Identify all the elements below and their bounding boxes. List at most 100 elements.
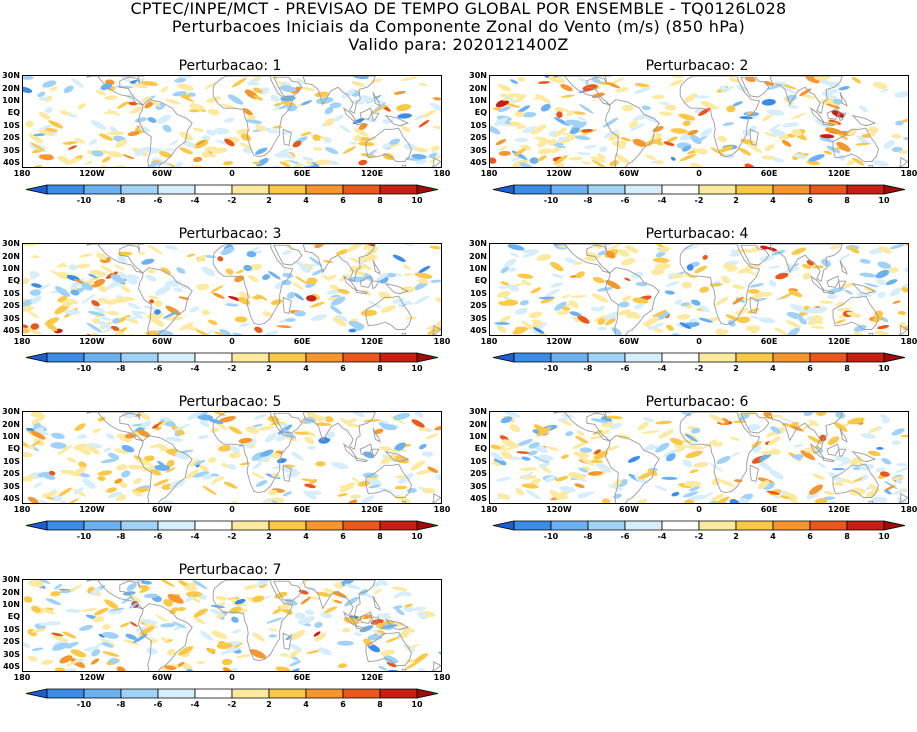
contour-blob [881, 457, 892, 465]
contour-blob [255, 124, 266, 132]
contour-blob [346, 418, 357, 424]
contour-blob [44, 621, 62, 626]
landmass-outline [431, 325, 441, 335]
contour-blob [127, 131, 140, 137]
contour-blob [141, 80, 159, 87]
contour-blob [204, 82, 217, 90]
contour-blob [565, 431, 574, 437]
colorbar-segment [305, 184, 344, 195]
contour-blob [901, 287, 908, 293]
colorbar-segment [268, 520, 307, 531]
contour-blob [193, 608, 208, 618]
contour-blob [427, 325, 441, 335]
contour-blob [826, 501, 836, 503]
landmass-outline [749, 128, 759, 146]
contour-blob [337, 663, 348, 669]
coastlines [86, 244, 441, 335]
colorbar-tick-label: 10 [878, 196, 890, 205]
contour-blob [149, 444, 159, 448]
colorbar-tick-label: -4 [190, 700, 200, 709]
contour-blob [87, 332, 98, 335]
contour-blob [689, 486, 701, 492]
contour-blob [235, 269, 244, 274]
landmass-outline [282, 464, 292, 482]
colorbar-segment [772, 352, 811, 363]
colorbar-segment [809, 520, 848, 531]
contour-blob [252, 462, 262, 470]
contour-blob [115, 464, 128, 471]
contour-blob [54, 584, 63, 590]
longitude-label: 120E [827, 505, 851, 514]
contour-blob [748, 289, 760, 294]
contour-blob [393, 90, 406, 95]
contour-blob [27, 655, 38, 662]
contour-blob [31, 255, 40, 259]
contour-blob [687, 129, 699, 136]
panel-title: Perturbacao: 7 [178, 562, 282, 578]
contour-blob [568, 300, 579, 309]
contour-blob [52, 642, 70, 651]
contour-blob [635, 498, 648, 503]
contour-blob [551, 146, 562, 154]
contour-blob [296, 78, 306, 85]
contour-blob [314, 91, 329, 98]
contour-blob [490, 452, 504, 461]
contour-blob [593, 451, 609, 460]
landmass-outline [86, 580, 145, 610]
landmass-outline [821, 289, 836, 295]
contour-blob [592, 159, 608, 167]
contour-blob [314, 621, 323, 628]
contour-blob [51, 632, 64, 637]
contour-blob [201, 151, 211, 158]
contour-blob [491, 461, 502, 467]
contour-blob [324, 416, 334, 423]
landmass-outline [401, 332, 407, 335]
contour-blob [302, 156, 315, 162]
contour-blob [252, 295, 264, 300]
contour-blob [421, 451, 434, 457]
contour-blob [213, 128, 230, 135]
contour-blob [256, 157, 269, 167]
contour-blob [282, 81, 292, 87]
colorbar-segment [120, 352, 159, 363]
contour-blob [530, 478, 542, 486]
contour-blob [827, 436, 840, 446]
contour-blob [114, 478, 123, 484]
contour-blob [557, 136, 568, 140]
contour-blob [267, 415, 280, 423]
colorbar-segment [550, 520, 589, 531]
landmass-outline [809, 442, 825, 459]
contour-blob [560, 83, 573, 92]
contour-blob [786, 311, 803, 320]
contour-blob [605, 318, 616, 326]
contour-blob [791, 128, 803, 137]
contour-blob [559, 134, 577, 144]
contour-blob [828, 472, 843, 483]
contour-blob [738, 413, 751, 421]
contour-blob [121, 445, 135, 453]
contour-blob [809, 484, 823, 495]
contour-blob [211, 630, 228, 640]
contour-blob [131, 310, 143, 319]
contour-blob [149, 316, 158, 323]
contour-blob [378, 613, 392, 616]
contour-blob [608, 132, 621, 142]
contour-blob [624, 277, 631, 281]
contour-blob [382, 153, 395, 160]
landmass-outline [605, 435, 660, 503]
contour-blob [555, 162, 565, 167]
map-frame [22, 75, 442, 168]
landmass-outline [384, 618, 410, 631]
contour-blob [379, 446, 393, 452]
colorbar-segment [661, 184, 700, 195]
contour-blob [357, 257, 368, 263]
contour-blob [389, 138, 401, 145]
contour-blob [219, 329, 232, 335]
contour-blob [149, 299, 155, 304]
contour-blob [257, 453, 272, 463]
contour-blob [206, 129, 216, 136]
colorbar-segment [379, 688, 418, 699]
contour-blob [357, 480, 371, 487]
contour-blob [592, 276, 605, 284]
contour-blob [528, 450, 538, 456]
